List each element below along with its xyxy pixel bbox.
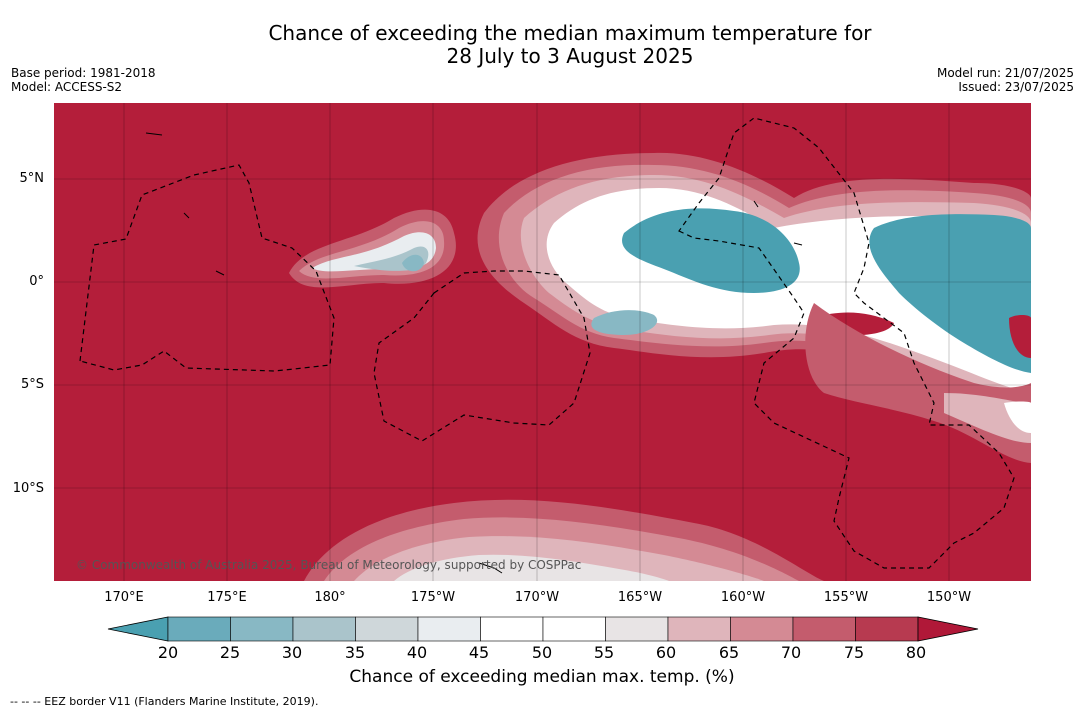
lon-label-175w: 175°W — [410, 590, 456, 605]
colorbar-tick: 60 — [655, 643, 677, 662]
lon-label-165w: 165°W — [617, 590, 663, 605]
anomaly-region-southeast — [805, 303, 1031, 463]
lat-label-5n: 5°N — [19, 171, 45, 186]
copyright-text: © Commonwealth of Australia 2025, Bureau… — [76, 558, 582, 572]
lon-label-170e: 170°E — [104, 590, 144, 605]
islands — [145, 132, 803, 574]
colorbar-tick: 30 — [281, 643, 303, 662]
colorbar-cell — [417, 616, 481, 642]
issued-text: Issued: 23/07/2025 — [958, 80, 1074, 94]
colorbar-cell — [355, 616, 419, 642]
graticule — [54, 103, 1031, 581]
colorbar-tick: 50 — [531, 643, 553, 662]
colorbar-cell — [855, 616, 919, 642]
colorbar-cell — [480, 616, 544, 642]
lat-label-0: 0° — [29, 274, 44, 289]
colorbar-cell — [605, 616, 669, 642]
colorbar-cell — [792, 616, 856, 642]
colorbar-tick: 55 — [593, 643, 615, 662]
lon-label-175e: 175°E — [207, 590, 247, 605]
colorbar-tick: 80 — [905, 643, 927, 662]
lon-label-170w: 170°W — [514, 590, 560, 605]
colorbar-cell — [730, 616, 794, 642]
lon-label-180: 180° — [314, 590, 346, 605]
colorbar-cell — [667, 616, 731, 642]
colorbar — [107, 616, 979, 642]
lon-label-160w: 160°W — [720, 590, 766, 605]
colorbar-tick: 25 — [219, 643, 241, 662]
colorbar-cell — [542, 616, 606, 642]
map-title-line1: Chance of exceeding the median maximum t… — [268, 21, 872, 45]
colorbar-extend-low — [107, 616, 169, 642]
eez-legend-note: -- -- -- EEZ border V11 (Flanders Marine… — [10, 695, 319, 708]
colorbar-cell — [167, 616, 231, 642]
colorbar-tick: 75 — [843, 643, 865, 662]
model-run-text: Model run: 21/07/2025 — [936, 66, 1074, 80]
lat-label-5s: 5°S — [20, 377, 44, 392]
colorbar-tick: 45 — [468, 643, 490, 662]
colorbar-tick: 65 — [718, 643, 740, 662]
lon-label-150w: 150°W — [926, 590, 972, 605]
colorbar-label: Chance of exceeding median max. temp. (%… — [349, 667, 735, 687]
map-panel: © Commonwealth of Australia 2025, Bureau… — [54, 103, 1031, 581]
colorbar-cells — [107, 616, 979, 642]
colorbar-tick: 35 — [344, 643, 366, 662]
colorbar-tick: 40 — [406, 643, 428, 662]
colorbar-cell — [230, 616, 294, 642]
colorbar-tick: 20 — [157, 643, 179, 662]
anomaly-region-west — [289, 209, 456, 288]
anomaly-region-south — [304, 499, 824, 581]
colorbar-tick: 70 — [780, 643, 802, 662]
lon-label-155w: 155°W — [823, 590, 869, 605]
probability-map — [54, 103, 1031, 581]
anomaly-region-central — [477, 152, 1031, 463]
lat-label-10s: 10°S — [12, 481, 44, 496]
model-text: Model: ACCESS-S2 — [11, 80, 123, 94]
colorbar-cell — [292, 616, 356, 642]
colorbar-extend-high — [917, 616, 979, 642]
map-title-line2: 28 July to 3 August 2025 — [446, 44, 694, 68]
base-period-text: Base period: 1981-2018 — [11, 66, 156, 80]
